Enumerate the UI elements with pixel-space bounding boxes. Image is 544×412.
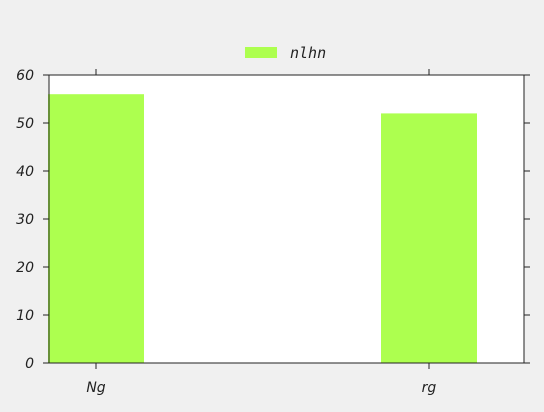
ticks-layer: 0 10 20 30 40 50 60 Ng rg xyxy=(16,68,530,396)
bar-rg xyxy=(381,113,477,364)
ytick-label: 10 xyxy=(16,308,34,324)
bar-Ng xyxy=(48,94,144,363)
ytick-label: 40 xyxy=(16,164,34,180)
legend-swatch-nlhn xyxy=(245,47,277,58)
xtick-label: Ng xyxy=(86,380,105,396)
ytick-label: 50 xyxy=(16,116,34,132)
legend-label-nlhn: nlhn xyxy=(290,44,326,62)
ytick-label: 60 xyxy=(16,68,34,84)
bars-layer xyxy=(48,94,477,364)
xtick-label: rg xyxy=(422,380,437,396)
ytick-label: 20 xyxy=(16,260,34,276)
legend: nlhn xyxy=(245,44,326,62)
ytick-label: 0 xyxy=(25,356,34,372)
ytick-label: 30 xyxy=(16,212,34,228)
